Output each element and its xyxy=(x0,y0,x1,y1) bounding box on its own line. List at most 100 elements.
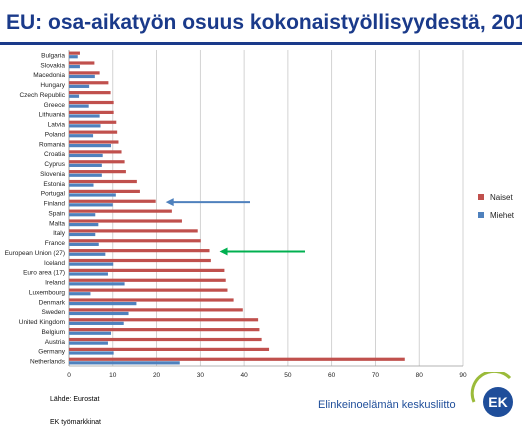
bar-miehet-netherlands xyxy=(69,361,180,365)
category-label-germany: Germany xyxy=(38,349,65,356)
bar-miehet-cyprus xyxy=(69,163,102,167)
page-title: EU: osa-aikatyön osuus kokonaistyöllisyy… xyxy=(6,11,522,34)
bar-miehet-germany xyxy=(69,351,114,355)
category-label-lithuania: Lithuania xyxy=(39,112,66,119)
bar-miehet-estonia xyxy=(69,183,94,187)
bar-naiset-lithuania xyxy=(69,110,114,114)
category-label-euro-area-17: Euro area (17) xyxy=(23,270,65,277)
bar-miehet-sweden xyxy=(69,311,129,316)
category-label-cyprus: Cyprus xyxy=(44,161,65,168)
category-label-italy: Italy xyxy=(53,230,66,237)
category-label-latvia: Latvia xyxy=(48,122,66,129)
category-label-ireland: Ireland xyxy=(45,280,65,287)
bar-naiset-ireland xyxy=(69,278,226,282)
bar-naiset-malta xyxy=(69,219,182,223)
x-tick-label-90: 90 xyxy=(459,372,467,379)
bar-naiset-european-union-27 xyxy=(69,249,210,253)
bar-miehet-italy xyxy=(69,232,96,237)
bar-miehet-spain xyxy=(69,213,96,217)
bar-miehet-slovenia xyxy=(69,173,102,177)
bar-miehet-france xyxy=(69,242,99,246)
bar-miehet-european-union-27 xyxy=(69,252,106,256)
category-label-belgium: Belgium xyxy=(42,329,65,336)
bar-miehet-romania xyxy=(69,144,112,148)
x-tick-label-40: 40 xyxy=(240,372,248,379)
bar-naiset-slovakia xyxy=(69,61,95,65)
bar-miehet-poland xyxy=(69,134,94,138)
bar-naiset-macedonia xyxy=(69,71,100,75)
bar-naiset-spain xyxy=(69,209,172,213)
bar-naiset-finland xyxy=(69,199,156,203)
bar-naiset-belgium xyxy=(69,328,260,332)
chart-bars xyxy=(69,51,405,365)
bar-naiset-denmark xyxy=(69,298,234,302)
category-label-bulgaria: Bulgaria xyxy=(41,52,65,59)
category-label-portugal: Portugal xyxy=(41,191,66,198)
bar-miehet-luxembourg xyxy=(69,292,91,296)
bar-naiset-iceland xyxy=(69,258,211,263)
category-label-luxembourg: Luxembourg xyxy=(29,289,66,296)
bar-miehet-macedonia xyxy=(69,74,95,79)
source-note: Lähde: Eurostat xyxy=(50,396,100,403)
category-label-iceland: Iceland xyxy=(44,260,65,267)
category-label-slovakia: Slovakia xyxy=(40,62,65,69)
bar-miehet-latvia xyxy=(69,124,101,128)
chart-annotations xyxy=(165,198,305,256)
legend-swatch-miehet xyxy=(478,212,484,218)
category-label-netherlands: Netherlands xyxy=(30,359,66,366)
category-label-estonia: Estonia xyxy=(43,181,65,188)
logo-circle-icon xyxy=(483,387,513,417)
chart-legend: Naiset Miehet xyxy=(478,193,515,220)
bar-naiset-germany xyxy=(69,347,270,351)
x-tick-label-70: 70 xyxy=(372,372,380,379)
category-label-hungary: Hungary xyxy=(40,82,65,89)
bar-miehet-euro-area-17 xyxy=(69,272,108,276)
category-label-romania: Romania xyxy=(39,141,65,148)
bar-naiset-greece xyxy=(69,100,114,105)
bar-naiset-romania xyxy=(69,140,119,144)
category-label-czech-republic: Czech Republic xyxy=(19,92,65,99)
bar-miehet-czech-republic xyxy=(69,94,80,98)
bar-miehet-denmark xyxy=(69,302,137,306)
category-label-macedonia: Macedonia xyxy=(33,72,65,79)
bar-naiset-czech-republic xyxy=(69,91,111,95)
bar-miehet-hungary xyxy=(69,84,90,88)
bar-naiset-bulgaria xyxy=(69,51,80,55)
bar-miehet-finland xyxy=(69,203,113,207)
part-time-employment-chart: Bulgaria Slovakia Macedonia Hungary Czech Re… xyxy=(5,50,515,379)
category-label-finland: Finland xyxy=(44,201,66,208)
logo-arc-icon xyxy=(470,372,512,403)
logo-text: EK xyxy=(488,394,507,410)
category-label-denmark: Denmark xyxy=(39,299,66,306)
bar-miehet-slovakia xyxy=(69,65,80,69)
bar-naiset-luxembourg xyxy=(69,288,228,292)
category-label-malta: Malta xyxy=(49,220,65,227)
bar-naiset-poland xyxy=(69,130,118,134)
x-tick-label-10: 10 xyxy=(109,372,117,379)
x-tick-label-20: 20 xyxy=(153,372,161,379)
category-label-greece: Greece xyxy=(44,102,66,109)
bar-miehet-belgium xyxy=(69,331,112,335)
brand-name: Elinkeinoelämän keskusliitto xyxy=(318,399,456,411)
bar-miehet-malta xyxy=(69,223,99,227)
bar-naiset-france xyxy=(69,239,201,243)
bar-miehet-portugal xyxy=(69,193,116,197)
bar-miehet-ireland xyxy=(69,282,125,286)
category-label-france: France xyxy=(45,240,66,247)
title-underline xyxy=(0,42,522,45)
category-label-united-kingdom: United Kingdom xyxy=(19,319,65,326)
bar-miehet-greece xyxy=(69,104,89,108)
bar-naiset-euro-area-17 xyxy=(69,268,225,272)
bar-naiset-italy xyxy=(69,229,198,233)
x-tick-label-0: 0 xyxy=(67,372,71,379)
bar-miehet-austria xyxy=(69,341,108,345)
x-tick-label-50: 50 xyxy=(284,372,292,379)
bar-miehet-lithuania xyxy=(69,114,100,118)
category-label-austria: Austria xyxy=(45,339,66,346)
bar-naiset-united-kingdom xyxy=(69,318,259,322)
bar-naiset-latvia xyxy=(69,120,117,124)
x-tick-label-60: 60 xyxy=(328,372,336,379)
annotation-arrow-head-0 xyxy=(165,198,174,207)
bar-naiset-sweden xyxy=(69,308,243,312)
bar-miehet-bulgaria xyxy=(69,55,78,59)
